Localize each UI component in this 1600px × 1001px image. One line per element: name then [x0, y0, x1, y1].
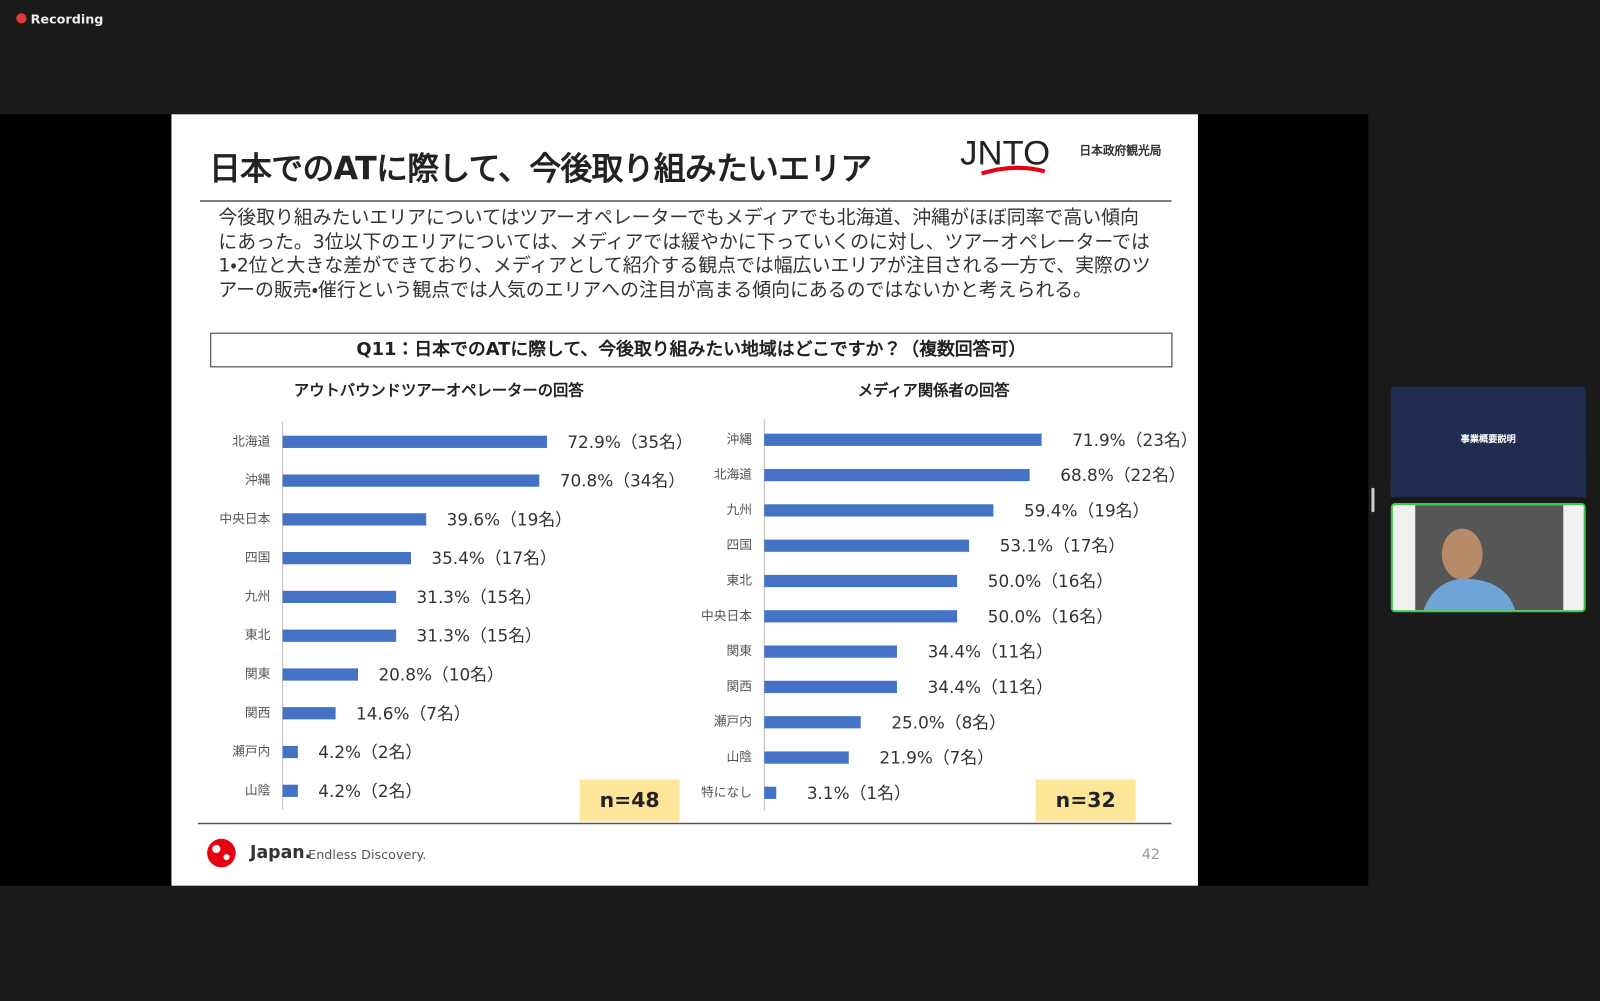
category-label: 北海道 [714, 468, 752, 483]
category-label: 瀬戸内 [714, 714, 752, 730]
shared-screen-thumbnail[interactable] [1390, 386, 1586, 497]
category-label: 九州 [245, 589, 270, 604]
logo-subtitle: 日本政府観光局 [1079, 144, 1161, 158]
value-label: 71.9%（23名） [1072, 430, 1197, 450]
value-label: 20.8%（10名） [378, 665, 503, 685]
value-label: 31.3%（15名） [417, 587, 542, 607]
category-label: 瀬戸内 [232, 744, 270, 760]
value-label: 31.3%（15名） [417, 626, 542, 646]
thumbnail-title: 事業概要説明 [1460, 434, 1516, 445]
question-box: Q11：日本でのATに際して、今後取り組みたい地域はどこですか？（複数回答可） [210, 332, 1173, 368]
sample-size: n=32 [1035, 779, 1136, 822]
value-label: 3.1%（1名） [807, 783, 911, 803]
recording-label: Recording [30, 11, 104, 27]
value-label: 35.4%（17名） [431, 548, 556, 568]
bar [282, 590, 397, 604]
category-label: 中央日本 [701, 609, 752, 624]
value-label: 72.9%（35名） [567, 432, 692, 452]
bar [282, 474, 540, 487]
japan-logo-petal [223, 854, 230, 861]
value-label: 50.0%（16名） [988, 606, 1113, 626]
chart-title: メディア関係者の回答 [858, 381, 1011, 399]
slide-title: 日本でのATに際して、今後取り組みたいエリア [209, 151, 872, 188]
value-label: 4.2%（2名） [318, 781, 422, 801]
bar [282, 668, 359, 681]
value-label: 34.4%（11名） [928, 677, 1053, 697]
slide [171, 114, 1198, 886]
participant-video[interactable] [1390, 503, 1586, 613]
bar [282, 707, 336, 720]
bar [764, 504, 994, 517]
bar [764, 751, 849, 764]
bar [282, 552, 411, 565]
value-label: 21.9%（7名） [879, 748, 994, 768]
footer-tagline: Endless Discovery. [308, 846, 427, 863]
person-shirt [1423, 578, 1516, 611]
category-label: 関東 [245, 666, 271, 682]
chart-title: アウトバウンドツアーオペレーターの回答 [294, 381, 584, 399]
divider-handle[interactable] [1371, 487, 1375, 513]
value-label: 53.1%（17名） [1000, 536, 1125, 556]
bar [764, 610, 958, 623]
value-label: 68.8%（22名） [1060, 465, 1185, 485]
bar [764, 574, 958, 588]
category-label: 関西 [727, 679, 753, 694]
bar [282, 513, 427, 526]
category-label: 九州 [727, 503, 753, 518]
value-label: 4.2%（2名） [318, 742, 422, 762]
value-label: 34.4%（11名） [928, 642, 1053, 662]
value-label: 70.8%（34名） [560, 471, 685, 491]
category-label: 東北 [245, 627, 271, 643]
footer-brand: Japan. [249, 842, 312, 864]
bar [282, 784, 298, 797]
category-label: 四国 [727, 538, 753, 553]
slide-summary: 今後取り組みたいエリアについてはツアーオペレーターでもメディアでも北海道、沖縄が… [218, 207, 1151, 301]
page-number: 42 [1141, 846, 1161, 864]
value-label: 39.6%（19名） [447, 509, 572, 529]
logo-swoosh [981, 165, 1046, 176]
bar [282, 435, 547, 448]
video-frame [1415, 505, 1564, 611]
category-label: 特になし [701, 785, 752, 800]
value-label: 59.4%（19名） [1024, 500, 1149, 520]
jnto-logo: JNTO [960, 134, 1050, 172]
category-label: 四国 [245, 551, 270, 566]
bar [764, 539, 970, 552]
category-label: 東北 [727, 573, 753, 589]
value-label: 25.0%（8名） [891, 712, 1006, 732]
bar [764, 716, 861, 729]
bar [764, 680, 897, 694]
bar [282, 745, 298, 759]
value-label: 14.6%（7名） [356, 703, 471, 723]
japan-logo-petal [212, 844, 221, 854]
bar [764, 645, 897, 658]
japan-logo [207, 838, 236, 868]
category-label: 関西 [245, 706, 270, 721]
recording-dot [16, 13, 27, 24]
value-label: 50.0%（16名） [988, 571, 1113, 591]
category-label: 山陰 [727, 750, 753, 765]
category-label: 北海道 [232, 434, 270, 449]
category-label: 沖縄 [727, 432, 753, 447]
bar [764, 786, 777, 799]
bar [764, 468, 1030, 482]
bar [282, 629, 397, 642]
sample-size: n=48 [579, 779, 680, 822]
category-label: 沖縄 [245, 473, 271, 488]
person-head [1441, 528, 1483, 580]
category-label: 中央日本 [219, 512, 270, 527]
category-label: 関東 [727, 643, 753, 659]
category-label: 山陰 [245, 783, 271, 798]
bar [764, 433, 1042, 446]
